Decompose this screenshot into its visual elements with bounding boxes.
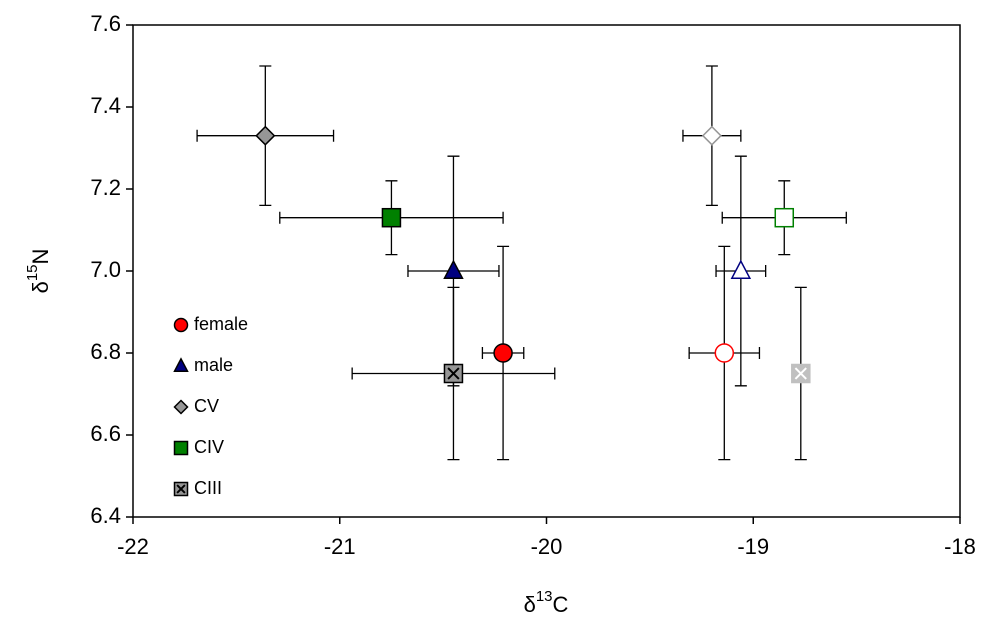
point — [255, 125, 276, 146]
point — [714, 343, 735, 363]
x-label-sup: 13 — [536, 588, 553, 605]
y-label-tail: N — [28, 249, 53, 265]
point — [493, 343, 513, 363]
marker-cross — [176, 484, 186, 494]
y-tick-label: 6.8 — [90, 339, 121, 364]
x-tick-label: -22 — [117, 534, 149, 559]
y-label-base: δ — [28, 281, 53, 293]
x-label-tail: C — [553, 592, 569, 617]
point — [774, 207, 795, 228]
marker-cross — [447, 367, 460, 380]
x-axis-label: δ13C — [524, 588, 569, 617]
x-tick-label: -19 — [737, 534, 769, 559]
point — [701, 125, 722, 146]
point — [730, 259, 752, 279]
legend-marker — [173, 317, 189, 333]
legend-marker — [173, 357, 189, 372]
x-tick-label: -18 — [944, 534, 976, 559]
legend-label: CIII — [194, 478, 222, 498]
legend-marker — [173, 440, 189, 456]
legend-label: CV — [194, 396, 219, 416]
y-label-sup: 15 — [24, 264, 41, 281]
y-axis-label: δ15N — [24, 249, 53, 294]
marker-cross — [794, 367, 807, 380]
x-tick-label: -21 — [324, 534, 356, 559]
plot-frame — [132, 24, 961, 518]
x-tick-label: -20 — [531, 534, 563, 559]
point — [381, 207, 402, 228]
y-tick-label: 7.2 — [90, 175, 121, 200]
y-tick-label: 6.6 — [90, 421, 121, 446]
x-label-base: δ — [524, 592, 536, 617]
legend-label: CIV — [194, 437, 224, 457]
point — [443, 259, 464, 279]
y-tick-label: 7.0 — [90, 257, 121, 282]
legend-label: male — [194, 355, 233, 375]
legend-marker — [173, 399, 189, 415]
y-tick-label: 6.4 — [90, 503, 121, 528]
legend-label: female — [194, 314, 248, 334]
y-tick-label: 7.6 — [90, 11, 121, 36]
y-tick-label: 7.4 — [90, 93, 121, 118]
